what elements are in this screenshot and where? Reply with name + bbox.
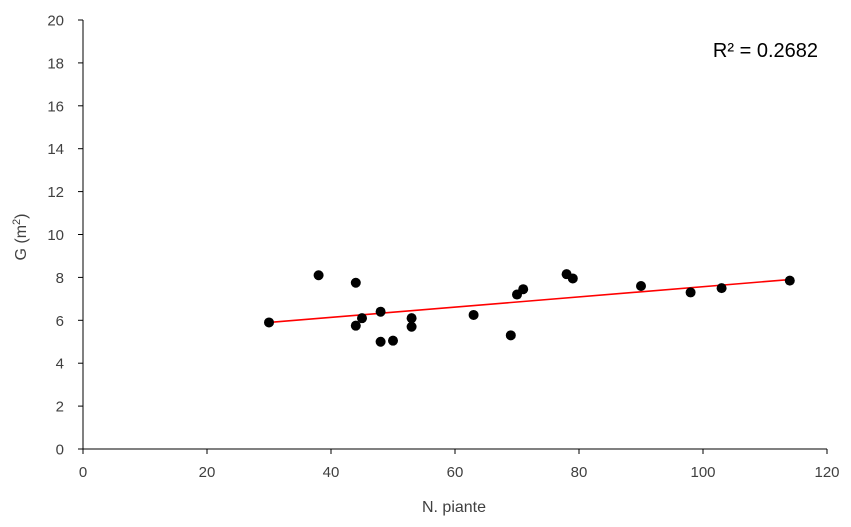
x-tick-label: 20 (199, 464, 216, 481)
y-tick-label: 18 (47, 55, 64, 72)
x-axis-label: N. piante (422, 499, 486, 516)
x-tick-label: 120 (814, 464, 839, 481)
x-tick-label: 80 (571, 464, 588, 481)
data-point (375, 306, 386, 317)
x-tick-label: 0 (79, 464, 87, 481)
y-tick-label: 16 (47, 98, 64, 115)
data-point (716, 283, 727, 294)
y-tick-label: 0 (56, 442, 64, 459)
y-tick-label: 6 (56, 313, 64, 330)
data-point (685, 287, 696, 298)
plot-area: 0 2 4 6 8 10 12 14 16 18 20 0 20 40 60 80 100 120 (47, 13, 839, 482)
data-point (375, 336, 386, 347)
data-point (567, 273, 578, 284)
data-point (406, 321, 417, 332)
data-point (357, 313, 367, 324)
y-tick-label: 4 (56, 356, 64, 373)
y-axis-label: G (m2) (11, 214, 30, 261)
x-tick-label: 60 (447, 464, 464, 481)
y-tick-label: 10 (47, 227, 64, 244)
data-point (313, 270, 324, 281)
data-point (350, 277, 361, 288)
y-tick-label: 20 (47, 13, 64, 30)
trendline (268, 278, 790, 324)
r-squared-annotation: R² = 0.2682 (713, 40, 818, 62)
data-point (505, 330, 516, 341)
y-tick-label: 14 (47, 141, 64, 158)
x-tick-label: 40 (323, 464, 340, 481)
y-tick-label: 2 (56, 399, 64, 416)
data-point (784, 275, 795, 286)
x-tick-label: 100 (690, 464, 715, 481)
data-point (388, 335, 398, 346)
data-point (518, 284, 529, 295)
y-tick-label: 8 (56, 270, 64, 287)
data-point (636, 280, 646, 291)
data-point (406, 313, 417, 324)
data-point (350, 320, 361, 331)
data-point (468, 309, 479, 320)
data-point (264, 317, 274, 328)
y-tick-label: 12 (47, 184, 64, 201)
